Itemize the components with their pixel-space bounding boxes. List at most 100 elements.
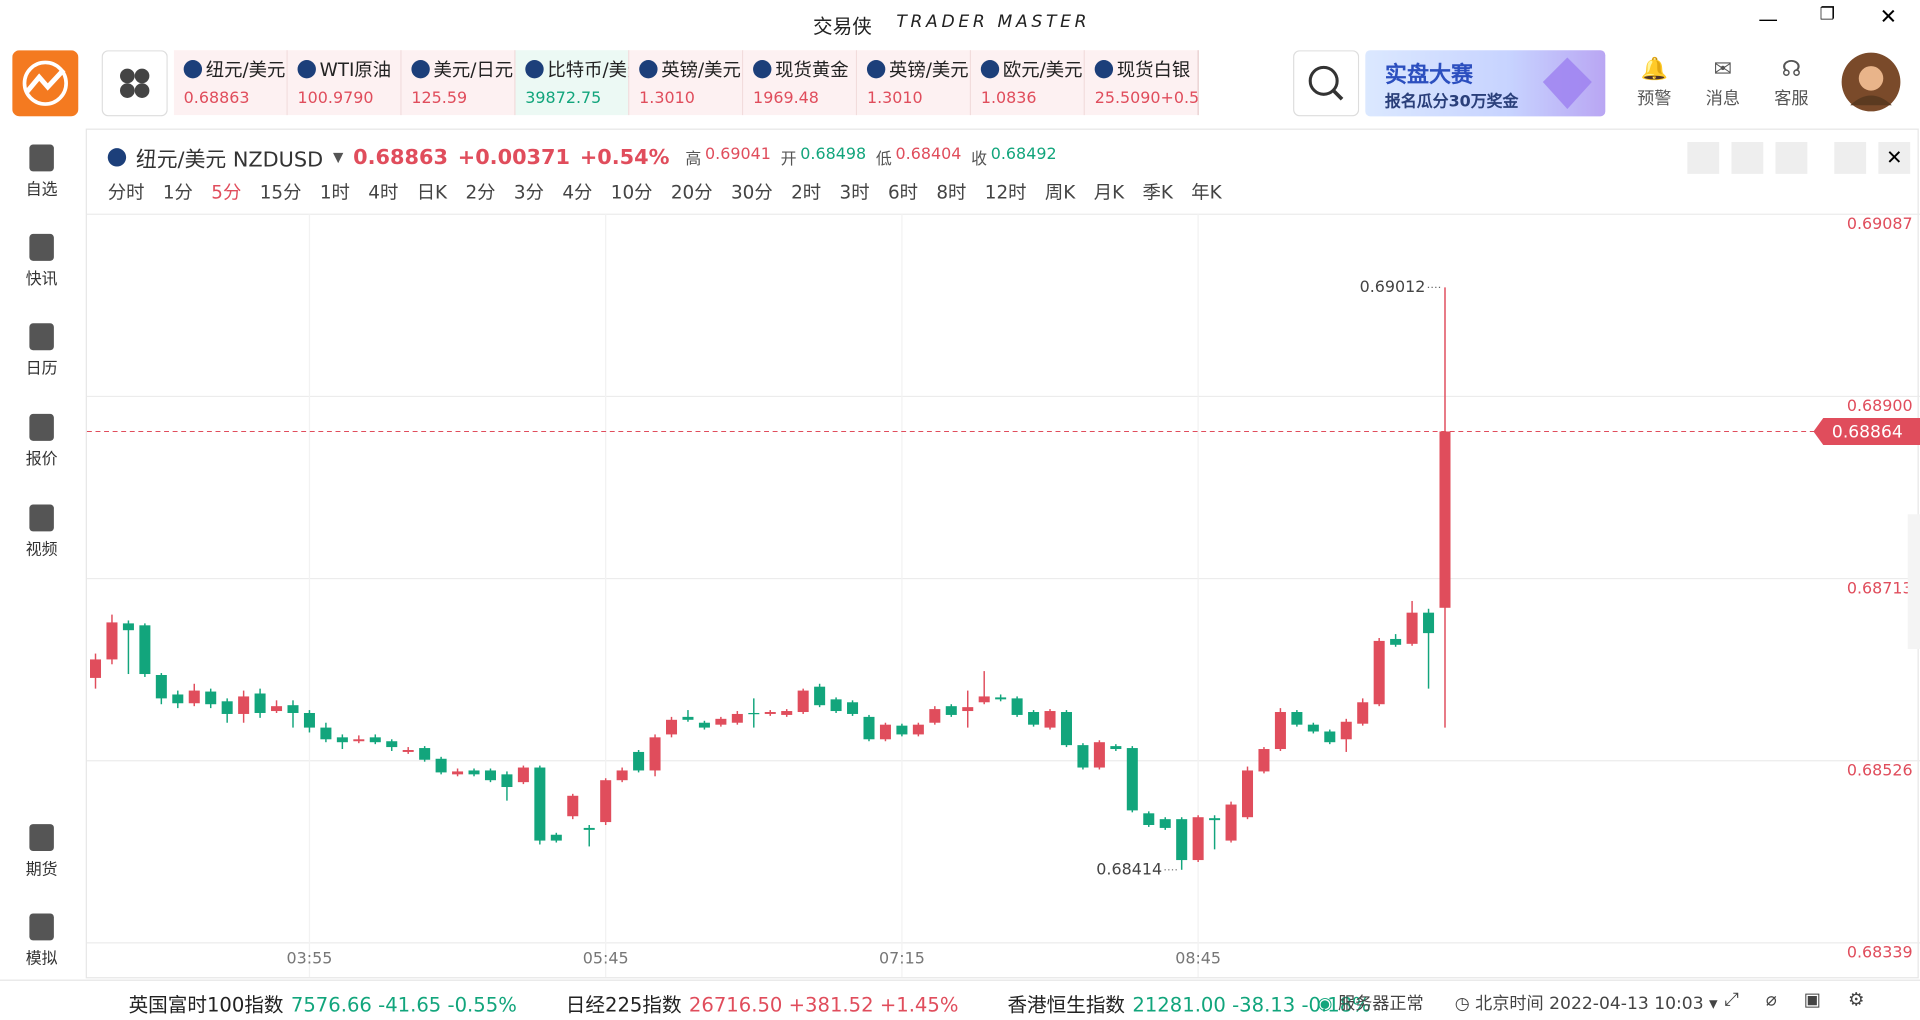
period-tab[interactable]: 1分 [162,181,193,204]
sidebar-item[interactable]: 期货 [0,824,83,879]
symbol[interactable]: 纽元/美元 NZDUSD [135,148,324,173]
index-value: 7576.66 -41.65 -0.55% [290,993,517,1017]
sidebar-item[interactable]: 模拟 [0,913,83,969]
ticker-price-row: 100.9790 [298,89,401,107]
period-tab[interactable]: 20分 [670,181,713,204]
ticker-price: 1.3010 [866,89,923,108]
candle-body [1406,612,1418,644]
index-item[interactable]: 英国富时100指数 7576.66 -41.65 -0.55% [129,988,517,1017]
attach-button[interactable]: ⌀ [1765,988,1777,1011]
ticker[interactable]: 欧元/美元 1.0836 [971,50,1085,116]
toolbar-button[interactable]: 🔔 预警 [1629,56,1680,110]
sidebar-label: 期货 [25,860,58,880]
banner-title: 实盘大赛 [1384,62,1474,89]
tool-candle[interactable] [1775,142,1808,174]
candle-body [814,686,826,706]
period-tab[interactable]: 3时 [839,181,870,204]
tool-close[interactable]: ✕ [1878,142,1911,174]
period-tab[interactable]: 5分 [211,181,242,204]
ticker-name: 现货白银 [1116,58,1191,81]
period-tab[interactable]: 4时 [368,181,399,204]
quote-stats: 高 0.69041 开 0.68498 低 0.68404 收 0.68492 [679,146,1056,169]
period-tab[interactable]: 15分 [259,181,302,204]
period-tab[interactable]: 8时 [936,181,967,204]
period-tab[interactable]: 30分 [730,181,773,204]
period-tab[interactable]: 12时 [984,181,1027,204]
sidebar-icon [29,824,54,852]
settings-button[interactable]: ⚙ [1848,988,1865,1011]
candle-body [402,750,414,752]
period-tab[interactable]: 1时 [319,181,350,204]
banner[interactable]: 实盘大赛 报名瓜分30万奖金 [1365,50,1606,117]
sidebar-item[interactable]: 快讯 [0,233,83,289]
side-collapse-handle[interactable] [1907,514,1920,649]
period-tab[interactable]: 月K [1093,181,1125,204]
candle-body [1373,640,1385,705]
candle-body [1357,702,1369,724]
x-tick-label: 08:45 [1175,949,1221,968]
period-tab[interactable]: 6时 [887,181,919,204]
sidebar-item[interactable]: 日历 [0,323,83,378]
camera-button[interactable]: ▣ [1803,988,1822,1011]
period-tab[interactable]: 年K [1191,181,1222,204]
candle-body [221,701,233,714]
toolbar-button[interactable]: ✉ 消息 [1697,56,1748,110]
candle-body [1242,770,1254,818]
avatar[interactable] [1840,51,1901,112]
stat-label: 高 [685,150,702,169]
ticker-price: 25.5090 [1094,89,1161,108]
footer-tools: ⤢ ⌀ ▣ ⚙ [1724,988,1864,1010]
sidebar-label: 日历 [25,360,58,379]
search-button[interactable] [1293,50,1360,117]
tool-draw[interactable] [1731,142,1764,174]
ticker-name: 美元/日元 [433,58,514,81]
fullscreen-button[interactable]: ⤢ [1724,988,1739,1011]
period-tab[interactable]: 2分 [465,181,496,204]
period-tab[interactable]: 季K [1142,181,1173,204]
period-tab[interactable]: 日K [416,181,448,204]
candle-body [962,707,974,712]
ticker[interactable]: 美元/日元 125.59 [401,50,516,116]
ticker[interactable]: 比特币/美元 39872.75 [515,50,630,116]
sidebar-item[interactable]: 自选 [0,144,83,200]
ticker[interactable]: 现货白银 25.5090+0.59% [1084,50,1199,116]
period-tab[interactable]: 2时 [791,181,822,204]
ticker[interactable]: WTI原油 100.9790 [287,50,402,116]
close-button[interactable]: ✕ [1879,4,1898,30]
logo[interactable] [12,50,79,117]
ticker[interactable]: 纽元/美元 0.68863 [173,50,288,116]
sidebar-icon [29,413,54,441]
restore-button[interactable]: ❐ [1819,4,1835,25]
candle-body [567,795,579,817]
period-tab[interactable]: 3分 [513,181,544,204]
candle-body [682,716,694,720]
index-item[interactable]: 日经225指数 26716.50 +381.52 +1.45% [566,988,959,1017]
period-tab[interactable]: 周K [1044,181,1076,204]
ticker-name: 英镑/美元 [888,58,969,81]
toolbar-button[interactable]: ☊ 客服 [1766,56,1817,110]
period-tab[interactable]: 分时 [107,181,145,204]
minimize-button[interactable]: — [1758,7,1778,31]
candle-body [1307,724,1319,732]
tool-expand[interactable] [1834,142,1867,174]
period-tab[interactable]: 4分 [562,181,593,204]
sidebar-item[interactable]: 报价 [0,413,83,469]
sidebar-icon [29,323,54,351]
ticker-price-row: 1.0836 [981,89,1084,107]
ticker[interactable]: 英镑/美元 1.3010 [857,50,972,116]
ticker[interactable]: 现货黄金 1969.48 [743,50,858,116]
symbol-dropdown[interactable]: ▼ [332,149,344,166]
ticker[interactable]: 英镑/美元 1.3010 [629,50,744,116]
ticker-name-row: 比特币/美元 [525,56,628,82]
sidebar-item[interactable]: 视频 [0,504,83,560]
menu-button[interactable] [101,50,168,117]
ticker-price-row: 25.5090+0.59% [1095,89,1198,107]
period-tab[interactable]: 10分 [610,181,653,204]
candle-body [517,767,529,783]
candle-body [1439,431,1451,608]
candle-body [1028,712,1040,725]
index-item[interactable]: 香港恒生指数 21281.00 -38.13 -0.18% [1007,988,1370,1017]
ticker-icon [866,60,886,79]
tool-indicator[interactable] [1687,142,1720,174]
